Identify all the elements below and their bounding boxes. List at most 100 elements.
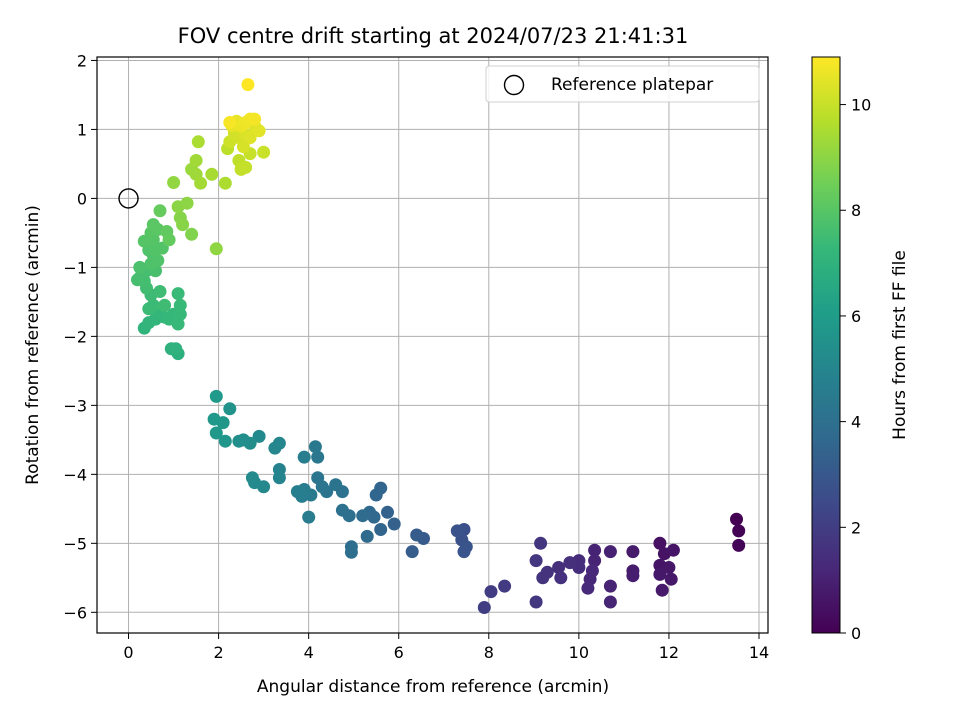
colorbar-tick-label: 10 [851, 96, 871, 115]
data-point [169, 342, 183, 356]
data-point [209, 426, 223, 440]
data-point [308, 440, 322, 454]
data-point [344, 545, 358, 559]
data-point [626, 569, 640, 583]
data-point [171, 317, 185, 331]
x-axis-label: Angular distance from reference (arcmin) [257, 677, 609, 697]
data-point [167, 176, 181, 189]
y-tick-label: 2 [77, 51, 87, 70]
data-point [189, 154, 203, 167]
data-point [603, 595, 617, 609]
data-point [588, 543, 602, 557]
data-point [329, 478, 343, 492]
data-point [133, 260, 147, 274]
data-point [529, 554, 543, 568]
data-point [730, 512, 743, 526]
data-point [581, 581, 595, 595]
data-point [311, 450, 325, 464]
data-point [666, 543, 680, 557]
y-tick-label: −4 [63, 465, 87, 484]
data-point [311, 471, 325, 485]
legend-box [485, 65, 760, 103]
data-point [552, 561, 566, 574]
data-point [158, 298, 172, 312]
x-tick-label: 10 [569, 643, 589, 662]
colorbar-tick-label: 6 [851, 307, 861, 326]
data-point [142, 302, 156, 316]
data-point [588, 554, 602, 568]
data-point [223, 116, 237, 129]
data-point [603, 579, 617, 593]
y-tick-label: −6 [63, 603, 87, 622]
data-point [232, 434, 246, 448]
data-point [653, 536, 667, 550]
data-point [218, 434, 232, 448]
data-point [529, 595, 543, 609]
data-point [536, 571, 550, 585]
data-point [356, 509, 370, 523]
data-point [498, 579, 512, 593]
data-point [450, 524, 464, 538]
data-point [662, 561, 676, 574]
data-point [387, 517, 401, 531]
reference-platepar-marker [118, 188, 139, 209]
colorbar-tick-label: 4 [851, 413, 861, 432]
y-axis: −6 −5 −4 −3 −2 −1 0 1 2 [63, 51, 97, 622]
x-tick-label: 4 [304, 643, 314, 662]
data-point [241, 78, 255, 92]
data-point [272, 471, 286, 485]
data-point [457, 545, 471, 559]
data-point [239, 160, 253, 174]
legend-marker-open-circle [503, 74, 525, 96]
data-point [268, 441, 282, 455]
data-point [252, 124, 266, 138]
data-point [173, 298, 187, 312]
data-point [248, 112, 262, 126]
x-tick-label: 6 [394, 643, 404, 662]
data-point [369, 488, 383, 502]
data-point [245, 471, 259, 485]
data-point [180, 196, 194, 210]
data-point [171, 287, 185, 301]
data-point [257, 145, 271, 159]
data-point [252, 429, 266, 443]
x-axis: 0 2 4 6 8 10 12 14 [123, 633, 769, 662]
data-point [243, 131, 257, 145]
data-point [664, 572, 678, 586]
data-point [191, 135, 205, 149]
data-point [484, 585, 498, 599]
colorbar-label: Hours from first FF file [890, 250, 910, 440]
grid [97, 57, 768, 633]
data-point [655, 583, 669, 597]
data-point [335, 503, 349, 517]
data-point [151, 254, 165, 267]
colorbar-tick-label: 8 [851, 201, 861, 220]
data-point [360, 529, 374, 543]
data-point [374, 523, 388, 536]
y-tick-label: −2 [63, 327, 87, 346]
data-point [563, 556, 577, 570]
data-point [297, 450, 311, 464]
data-point [185, 227, 199, 241]
chart-title: FOV centre drift starting at 2024/07/23 … [178, 24, 689, 48]
plot-frame [96, 56, 769, 634]
y-tick-label: 1 [77, 120, 87, 139]
y-tick-label: −3 [63, 396, 87, 415]
data-point [153, 204, 167, 218]
data-point [218, 176, 232, 190]
data-point [653, 567, 667, 581]
data-points [131, 78, 746, 614]
y-axis-label: Rotation from reference (arcmin) [23, 205, 43, 485]
data-point [732, 524, 746, 538]
legend: Reference platepar [485, 65, 760, 103]
x-tick-label: 14 [749, 643, 769, 662]
data-point [194, 176, 208, 190]
data-point [131, 273, 144, 287]
data-point [732, 538, 746, 552]
data-point [205, 167, 219, 181]
y-tick-label: −1 [63, 258, 87, 277]
data-point [405, 545, 419, 559]
data-point [603, 545, 617, 559]
data-point [209, 242, 223, 256]
